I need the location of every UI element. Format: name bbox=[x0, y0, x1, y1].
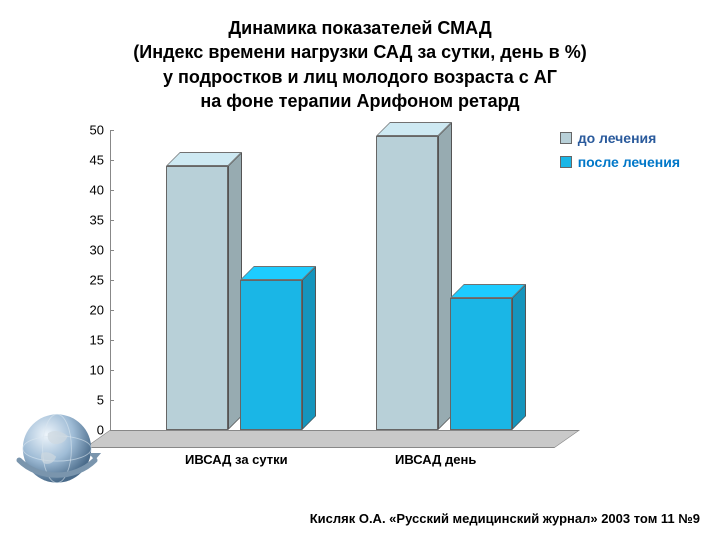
title-line: у подростков и лиц молодого возраста с А… bbox=[30, 65, 690, 89]
x-tick-label: ИВСАД день bbox=[395, 452, 476, 467]
bar bbox=[240, 280, 302, 430]
globe-icon bbox=[12, 408, 102, 498]
y-tick-label: 25 bbox=[70, 273, 110, 288]
y-tick-label: 10 bbox=[70, 363, 110, 378]
bar bbox=[450, 298, 512, 430]
legend-item: после лечения bbox=[560, 154, 680, 170]
chart-area: 05101520253035404550 ИВСАД за суткиИВСАД… bbox=[70, 130, 660, 460]
y-tick-label: 50 bbox=[70, 123, 110, 138]
legend-item: до лечения bbox=[560, 130, 680, 146]
y-tick-label: 40 bbox=[70, 183, 110, 198]
y-tick-label: 35 bbox=[70, 213, 110, 228]
title-line: на фоне терапии Арифоном ретард bbox=[30, 89, 690, 113]
bar bbox=[166, 166, 228, 430]
legend: до лечения после лечения bbox=[560, 130, 680, 178]
title-line: (Индекс времени нагрузки САД за сутки, д… bbox=[30, 40, 690, 64]
citation: Кисляк О.А. «Русский медицинский журнал»… bbox=[310, 511, 700, 526]
y-tick-label: 5 bbox=[70, 393, 110, 408]
y-tick-label: 20 bbox=[70, 303, 110, 318]
chart-floor bbox=[110, 430, 580, 448]
legend-swatch bbox=[560, 132, 572, 144]
legend-label: до лечения bbox=[578, 130, 657, 146]
x-tick-label: ИВСАД за сутки bbox=[185, 452, 288, 467]
y-tick-label: 45 bbox=[70, 153, 110, 168]
title-line: Динамика показателей СМАД bbox=[30, 16, 690, 40]
plot-area bbox=[110, 130, 560, 430]
chart-title: Динамика показателей СМАД (Индекс времен… bbox=[0, 0, 720, 119]
y-tick-label: 15 bbox=[70, 333, 110, 348]
y-tick-label: 30 bbox=[70, 243, 110, 258]
legend-label: после лечения bbox=[578, 154, 680, 170]
legend-swatch bbox=[560, 156, 572, 168]
bar bbox=[376, 136, 438, 430]
